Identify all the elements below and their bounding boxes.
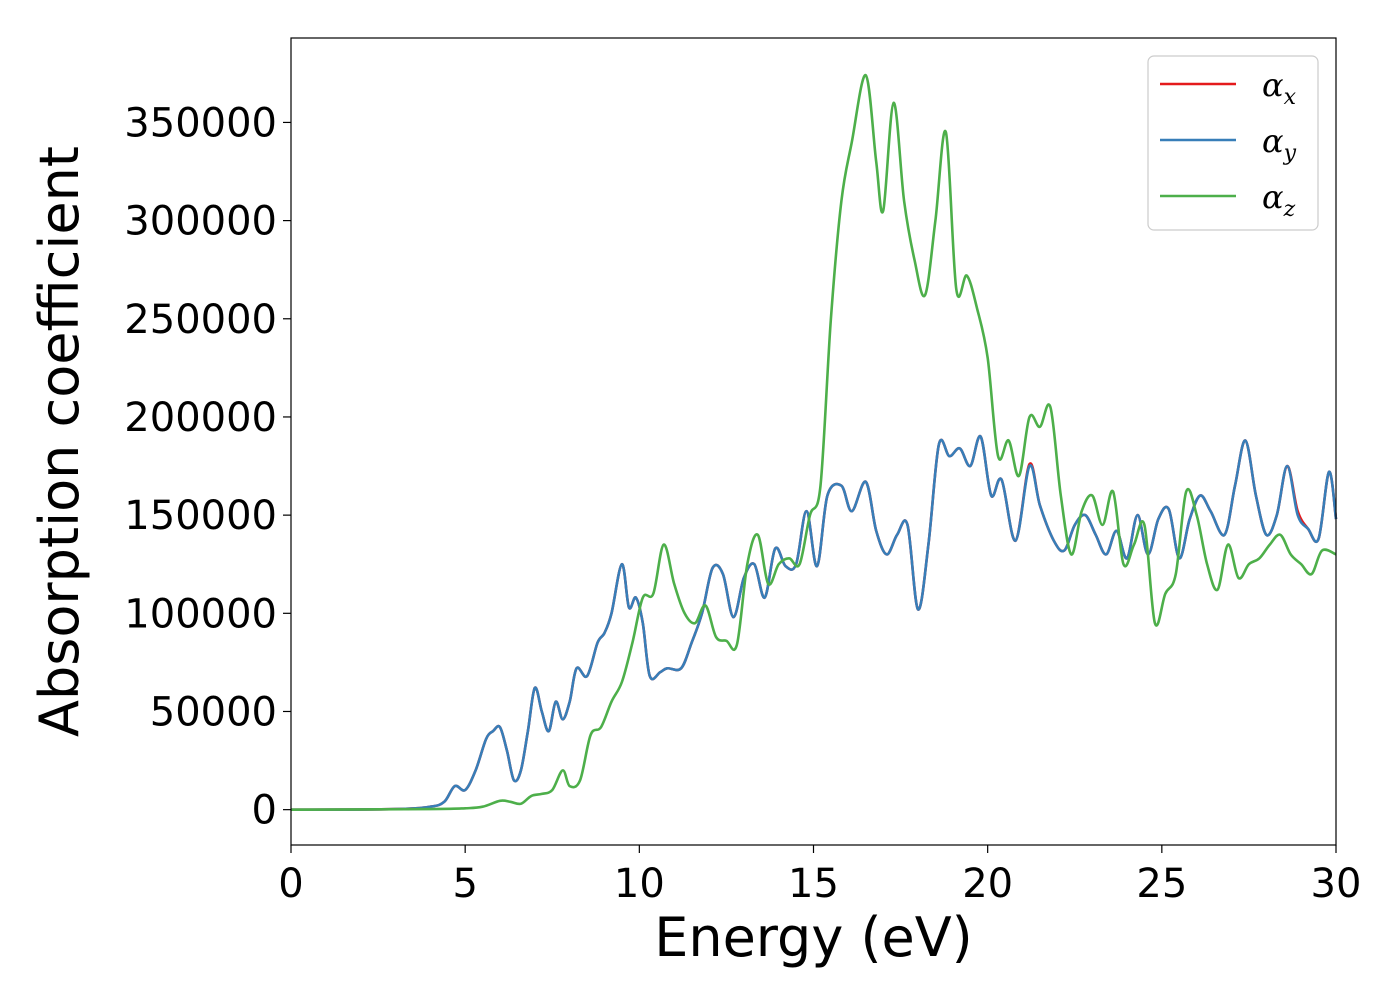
y-tick-label: 150000 [124,493,277,539]
legend-items: αx αy αz [1160,66,1297,222]
y-tick-label: 0 [252,788,277,834]
x-tick-label: 20 [962,861,1013,907]
series-line-y [290,435,1338,811]
series-line-z [290,73,1337,811]
legend-label-z: αz [1262,178,1296,222]
x-axis-title: Energy (eV) [654,906,973,969]
series-layer [290,73,1338,811]
legend-label-x: αx [1262,66,1297,110]
y-tick-label: 250000 [124,297,277,343]
x-tick-label: 25 [1136,861,1187,907]
x-axis: 0 5 10 15 20 25 30 [278,845,1361,907]
y-tick-label: 300000 [124,199,277,245]
x-tick-label: 5 [452,861,477,907]
y-axis-title: Absorption coefficient [28,146,91,737]
y-tick-label: 100000 [124,591,277,637]
legend-label-y: αy [1262,122,1297,166]
series-line-x [290,435,1338,811]
y-tick-label: 50000 [150,689,277,735]
y-tick-label: 350000 [124,100,277,146]
x-tick-label: 30 [1311,861,1362,907]
x-tick-label: 0 [278,861,303,907]
legend-box [1147,55,1319,231]
legend: αx αy αz [1147,55,1319,231]
x-tick-label: 15 [788,861,839,907]
y-tick-label: 200000 [124,395,277,441]
x-tick-label: 10 [614,861,665,907]
y-axis: 0 50000 100000 150000 200000 250000 300000 3500… [124,100,291,834]
